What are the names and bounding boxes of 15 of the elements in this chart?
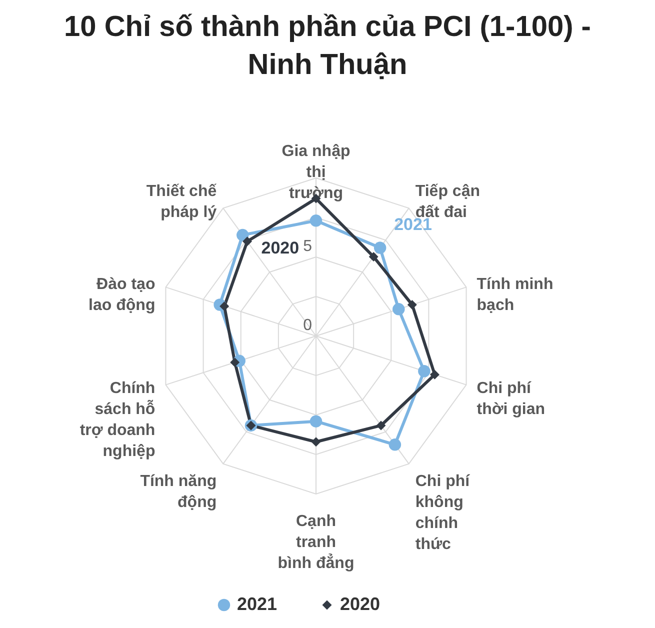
spoke-label: Đào tạo lao động <box>88 276 156 314</box>
spoke-label: Thiết chế pháp lý <box>146 183 217 222</box>
spoke-label: Tính năng động <box>140 472 217 511</box>
y-tick-label: 5 <box>303 238 312 255</box>
legend-label: 2021 <box>237 594 278 614</box>
spoke-label: Chính sách hỗ trợ doanh nghiệp <box>80 380 156 460</box>
spoke-label: Chi phí không chính thức <box>415 472 470 553</box>
legend-label: 2020 <box>340 594 380 614</box>
spoke-label: Cạnh tranh bình đẳng <box>278 512 354 572</box>
y-tick-label: 0 <box>303 317 312 334</box>
spoke-label: Chi phí thời gian <box>476 380 546 418</box>
chart-title: 10 Chỉ số thành phần của PCI (1-100) - Ninh Thuận <box>64 11 591 81</box>
spoke-label: Gia nhập thị trường <box>282 143 350 202</box>
spoke-label: Tính minh bạch <box>476 276 554 314</box>
text: 2020 <box>261 238 300 258</box>
